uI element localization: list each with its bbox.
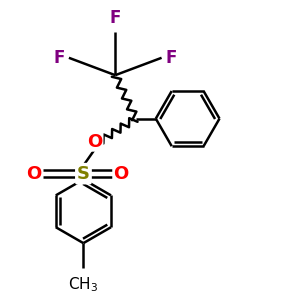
Text: F: F — [166, 49, 177, 67]
Text: F: F — [110, 9, 121, 27]
Text: S: S — [77, 165, 90, 183]
Text: O: O — [26, 165, 42, 183]
Text: O: O — [87, 133, 103, 151]
Text: O: O — [113, 165, 129, 183]
Text: CH$_3$: CH$_3$ — [68, 275, 98, 294]
Text: F: F — [53, 49, 64, 67]
